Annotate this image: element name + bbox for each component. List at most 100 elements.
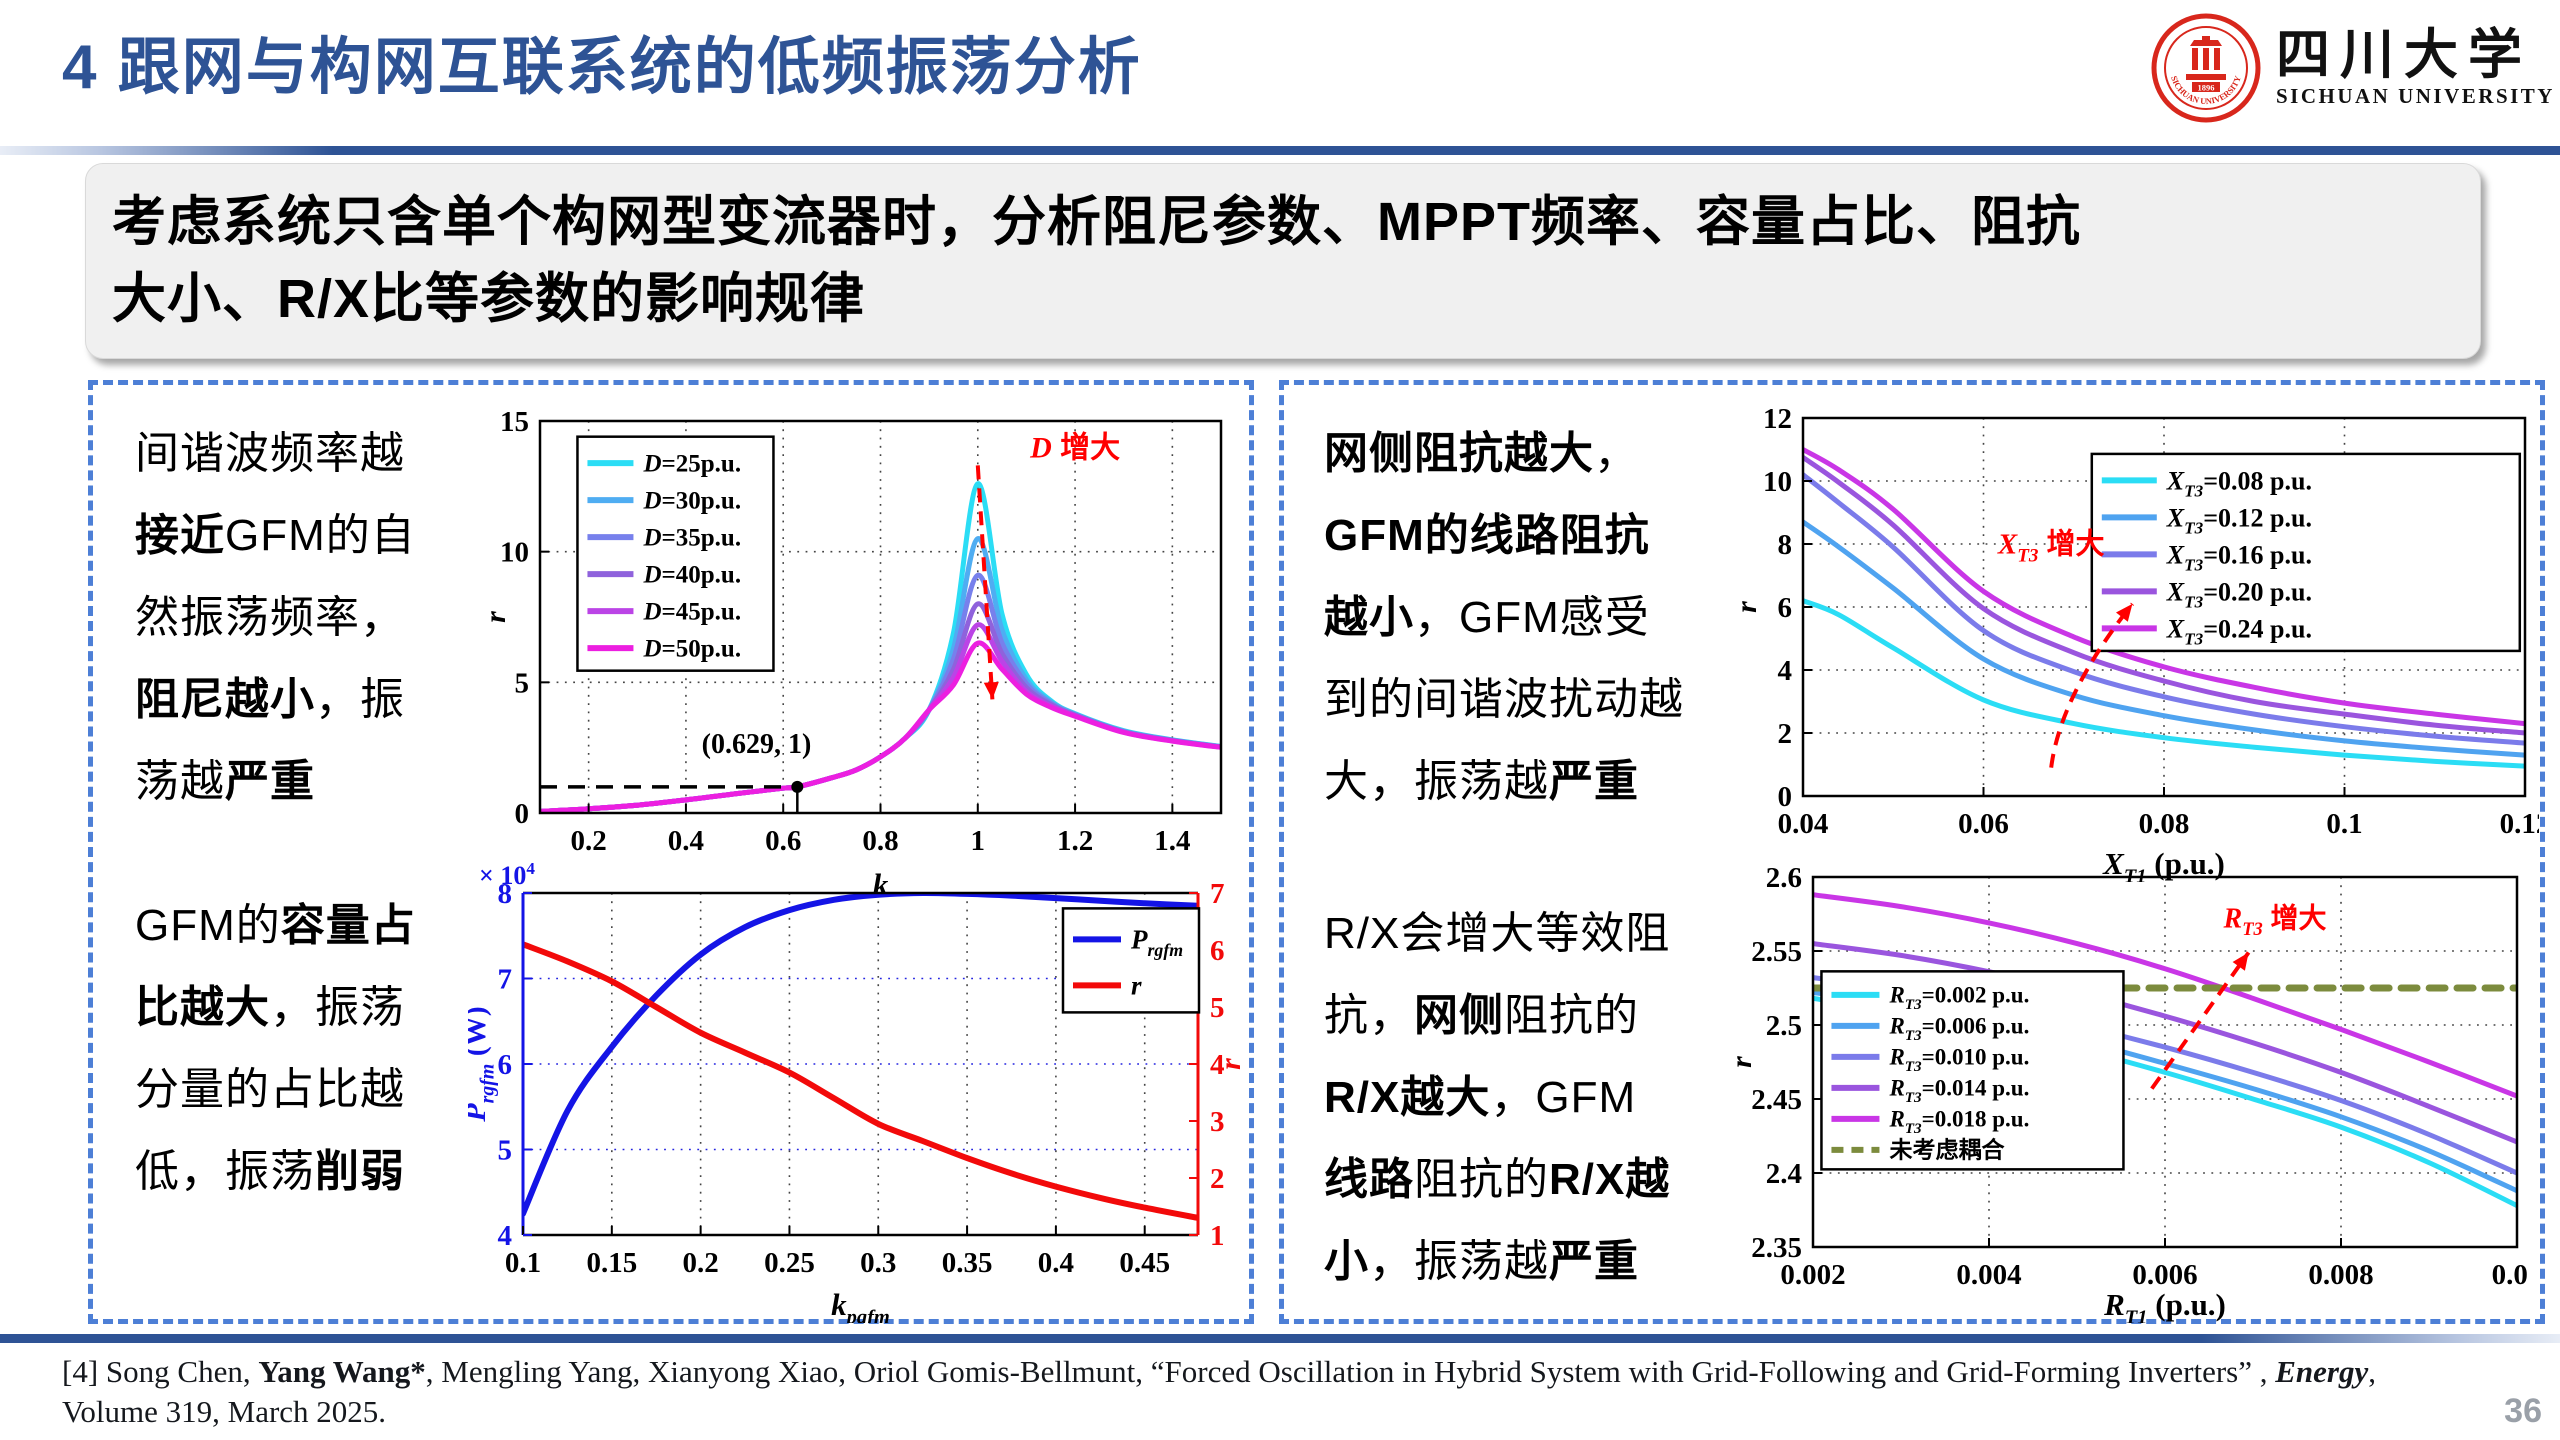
svg-text:r: r [1131,971,1142,1001]
svg-text:XT3=0.16 p.u.: XT3=0.16 p.u. [2166,540,2312,574]
svg-text:1.2: 1.2 [1057,825,1093,857]
svg-text:0.08: 0.08 [2139,808,2190,840]
svg-text:RT3=0.010 p.u.: RT3=0.010 p.u. [1888,1045,2029,1075]
svg-text:RT1 (p.u.): RT1 (p.u.) [2103,1287,2226,1323]
svg-text:0.01: 0.01 [2492,1259,2529,1291]
svg-text:1: 1 [971,825,986,857]
svg-text:r: r [1214,1058,1247,1070]
svg-text:5: 5 [515,667,530,699]
rx-ratio-analysis-text: R/X会增大等效阻 抗，网侧阻抗的 R/X越大，GFM 线路阻抗的R/X越 小，振荡越严… [1324,909,1671,1286]
capacity-analysis-text: GFM的容量占 比越大，振荡 分量的占比越 低，振荡削弱 [135,901,416,1196]
footer-divider [0,1334,2560,1343]
svg-text:2.45: 2.45 [1751,1084,1802,1116]
svg-text:10: 10 [1763,466,1792,498]
university-name-cn: 四川大学 [2276,25,2532,86]
university-logo: SICHUAN UNIVERSITY 1896 四川大学 SICHUAN UNI… [2150,10,2556,126]
svg-text:XT3=0.24 p.u.: XT3=0.24 p.u. [2166,614,2312,648]
svg-text:3: 3 [1210,1106,1225,1138]
svg-text:4: 4 [1778,655,1793,687]
chart-grid-resistance: 0.002 0.004 0.006 0.008 0.01 2.35 2.4 2.45 2.5 2.… [1734,862,2529,1323]
svg-text:RT3=0.014 p.u.: RT3=0.014 p.u. [1888,1076,2029,1106]
svg-text:5: 5 [1210,992,1225,1024]
svg-text:7: 7 [498,964,513,996]
svg-text:D 增大: D 增大 [1029,432,1120,465]
svg-text:kpgfm: kpgfm [831,1287,890,1323]
svg-text:12: 12 [1763,403,1792,435]
svg-text:2.35: 2.35 [1751,1232,1802,1264]
svg-text:6: 6 [1210,935,1225,967]
svg-text:XT3=0.08 p.u.: XT3=0.08 p.u. [2166,466,2312,500]
svg-text:未考虑耦合: 未考虑耦合 [1889,1137,2005,1163]
svg-text:0.45: 0.45 [1119,1247,1170,1279]
svg-text:0.25: 0.25 [764,1247,815,1279]
svg-text:1.4: 1.4 [1154,825,1190,857]
svg-text:2.6: 2.6 [1766,862,1802,894]
svg-text:D=50p.u.: D=50p.u. [642,636,741,663]
svg-text:XT1 (p.u.): XT1 (p.u.) [2102,846,2225,882]
svg-text:4: 4 [1210,1049,1225,1081]
svg-text:0.4: 0.4 [668,825,704,857]
svg-text:0.2: 0.2 [571,825,607,857]
svg-text:0.002: 0.002 [1780,1259,1845,1291]
svg-text:2.5: 2.5 [1766,1010,1802,1042]
svg-text:0.8: 0.8 [862,825,898,857]
svg-text:15: 15 [500,406,529,438]
svg-text:D=35p.u.: D=35p.u. [642,525,741,552]
svg-text:2: 2 [1778,718,1793,750]
svg-text:4: 4 [498,1220,513,1252]
svg-text:0.15: 0.15 [586,1247,637,1279]
university-wordmark: 四川大学 SICHUAN UNIVERSITY [2276,27,2555,109]
svg-text:0.6: 0.6 [765,825,801,857]
svg-text:r: r [488,611,512,623]
svg-text:D=30p.u.: D=30p.u. [642,488,741,515]
svg-text:(0.629, 1): (0.629, 1) [702,729,812,760]
chart-damping-resonance: 0.20.40.60.811.21.4051015krD=25p.u.D=30p… [488,406,1223,902]
title-divider [0,146,2560,155]
svg-text:RT3 增大: RT3 增大 [2223,902,2327,939]
university-name-en: SICHUAN UNIVERSITY [2276,83,2555,108]
svg-text:0.4: 0.4 [1038,1247,1074,1279]
svg-text:0.35: 0.35 [942,1247,993,1279]
svg-text:1896: 1896 [2198,83,2215,93]
svg-text:XT3 增大: XT3 增大 [1997,527,2105,566]
reactance-analysis-text: 网侧阻抗越大， GFM的线路阻抗 越小，GFM感受 到的间谐波扰动越 大，振荡越严重 [1324,429,1684,806]
svg-text:0.008: 0.008 [2308,1259,2373,1291]
svg-text:× 104: × 104 [479,863,535,890]
svg-text:5: 5 [498,1135,513,1167]
svg-text:2.4: 2.4 [1766,1158,1802,1190]
svg-text:0.3: 0.3 [860,1247,896,1279]
svg-text:Prgfm (W): Prgfm (W) [468,1006,498,1122]
svg-text:6: 6 [1778,592,1793,624]
svg-text:RT3=0.018 p.u.: RT3=0.018 p.u. [1888,1107,2029,1137]
svg-text:0: 0 [515,798,530,830]
svg-text:0.2: 0.2 [683,1247,719,1279]
panel-impedance-rx: 网侧阻抗越大， GFM的线路阻抗 越小，GFM感受 到的间谐波扰动越 大，振荡越严重 R… [1279,380,2545,1324]
svg-text:XT3=0.12 p.u.: XT3=0.12 p.u. [2166,503,2312,537]
svg-text:0.1: 0.1 [505,1247,541,1279]
chart-grid-reactance: 0.04 0.06 0.08 0.1 0.12 0 2 4 6 8 10 12 XT1 (p.u.) r X… [1739,403,2539,882]
damping-analysis-text: 间谐波频率越 接近GFM的自 然振荡频率， 阻尼越小，振 荡越严重 [135,429,416,806]
svg-text:10: 10 [500,537,529,569]
svg-text:0.006: 0.006 [2132,1259,2197,1291]
svg-text:RT3=0.006 p.u.: RT3=0.006 p.u. [1888,1014,2029,1044]
svg-text:1: 1 [1210,1220,1225,1252]
svg-text:0.06: 0.06 [1958,808,2009,840]
svg-text:D=45p.u.: D=45p.u. [642,599,741,626]
page-title: 4 跟网与构网互联系统的低频振荡分析 [62,33,1142,102]
svg-text:0.04: 0.04 [1778,808,1829,840]
svg-text:7: 7 [1210,878,1225,910]
svg-text:0: 0 [1778,781,1793,813]
page-number: 36 [2504,1392,2542,1430]
svg-text:Prgfm: Prgfm [1130,925,1183,961]
svg-text:D=40p.u.: D=40p.u. [642,562,741,589]
svg-text:r: r [1734,1056,1758,1068]
svg-text:2.55: 2.55 [1751,936,1802,968]
svg-text:RT3=0.002 p.u.: RT3=0.002 p.u. [1888,983,2029,1013]
svg-text:2: 2 [1210,1163,1225,1195]
svg-text:0.1: 0.1 [2326,808,2362,840]
citation: [4] Song Chen, Yang Wang*, Mengling Yang… [62,1354,2376,1429]
svg-text:r: r [1739,601,1763,613]
panel-damping-capacity: 间谐波频率越 接近GFM的自 然振荡频率， 阻尼越小，振 荡越严重 GFM的容量占 比越大… [88,380,1254,1324]
svg-text:0.12: 0.12 [2500,808,2539,840]
svg-text:8: 8 [498,878,513,910]
